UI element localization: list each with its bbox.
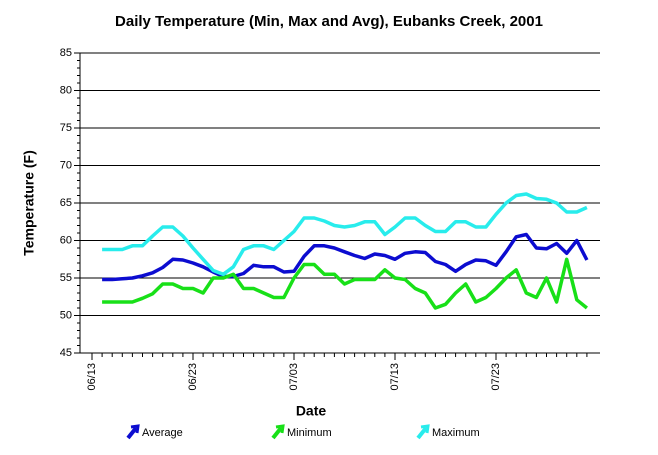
legend-swatch-head	[420, 424, 430, 434]
legend-label: Minimum	[287, 427, 332, 439]
legend-swatch-head	[130, 424, 140, 434]
legend-swatch	[126, 426, 138, 440]
y-tick-label: 65	[60, 197, 72, 209]
y-tick-label: 70	[60, 159, 72, 171]
x-tick-label: 06/13	[86, 363, 98, 391]
y-axis-title: Temperature (F)	[21, 150, 37, 256]
y-tick-label: 75	[60, 122, 72, 134]
chart-title: Daily Temperature (Min, Max and Avg), Eu…	[115, 13, 543, 30]
line-series	[102, 232, 589, 282]
y-tick-label: 55	[60, 272, 72, 284]
legend-swatch-head	[275, 424, 285, 434]
x-axis-title: Date	[296, 403, 327, 419]
legend-swatch	[416, 426, 428, 440]
y-tick-label: 45	[60, 347, 72, 359]
x-tick-label: 07/13	[389, 363, 401, 391]
legend-label: Maximum	[432, 427, 480, 439]
line-series	[102, 257, 589, 310]
y-tick-label: 60	[60, 234, 72, 246]
x-tick-label: 07/23	[490, 363, 502, 391]
x-tick-label: 07/03	[288, 363, 300, 391]
x-tick-label: 06/23	[187, 363, 199, 391]
y-tick-label: 85	[60, 47, 72, 59]
legend-swatch	[271, 426, 283, 440]
y-tick-label: 80	[60, 84, 72, 96]
legend-label: Average	[142, 427, 183, 439]
y-tick-label: 50	[60, 309, 72, 321]
line-series	[102, 192, 588, 277]
